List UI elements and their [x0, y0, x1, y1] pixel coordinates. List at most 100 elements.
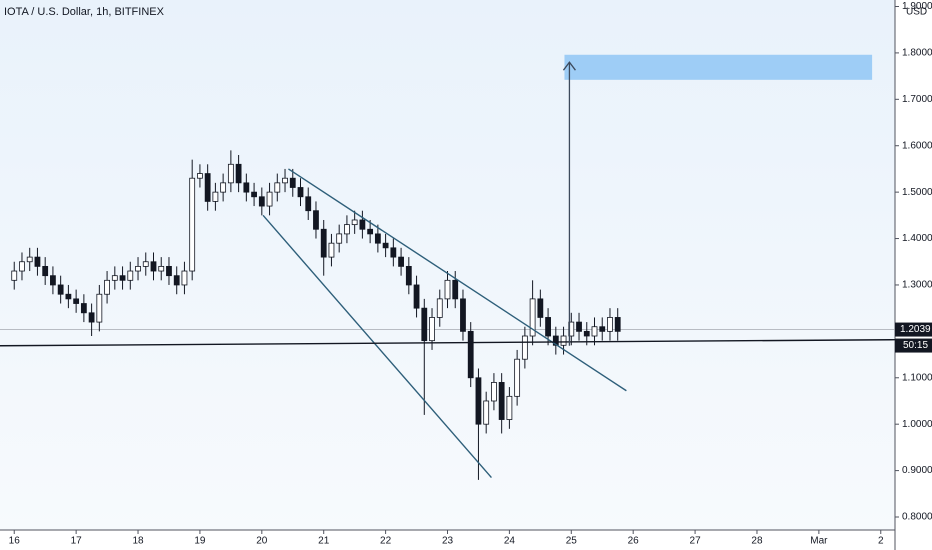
candle-body	[374, 233, 381, 244]
candle-body	[189, 177, 196, 272]
candle-body	[382, 242, 389, 249]
candle-body	[405, 265, 412, 286]
x-tick-label: 18	[132, 536, 144, 547]
candle-body	[34, 256, 41, 267]
candle-body	[88, 312, 95, 323]
x-tick-label: 20	[256, 536, 268, 547]
candle-body	[475, 377, 482, 425]
candle-body	[96, 293, 103, 323]
arrow-head	[562, 61, 576, 71]
candle-body	[599, 326, 606, 332]
candle-body	[243, 182, 250, 193]
candle-body	[297, 187, 304, 198]
candle-body	[111, 275, 118, 281]
x-tick-label: 27	[690, 536, 702, 547]
candle-body	[506, 395, 513, 420]
candle-body	[320, 228, 327, 258]
candle-body	[614, 317, 621, 332]
candle-body	[220, 182, 227, 193]
target-zone	[564, 54, 873, 80]
candle-body	[413, 284, 420, 309]
y-tick-label: 1.4000	[902, 233, 932, 244]
candle-body	[50, 275, 56, 286]
chart-title: IOTA / U.S. Dollar, 1h, BITFINEX	[4, 6, 165, 18]
candle-body	[498, 382, 505, 420]
candle-body	[212, 191, 219, 202]
x-tick-label: 2	[878, 536, 884, 547]
plot-background	[0, 0, 895, 530]
y-tick-label: 1.5000	[902, 187, 932, 198]
candle-body	[266, 191, 273, 207]
y-tick-label: 1.8000	[902, 48, 932, 59]
x-tick-label: 24	[504, 536, 516, 547]
candle-body	[251, 191, 257, 198]
countdown-box	[895, 338, 932, 353]
candle-body	[421, 307, 428, 342]
price-axis	[895, 0, 932, 550]
y-tick-label: 0.8000	[902, 512, 932, 523]
y-tick-label: 1.1000	[902, 372, 932, 383]
x-tick-label: 19	[194, 536, 206, 547]
candle-body	[344, 224, 350, 235]
candle-body	[545, 317, 551, 337]
x-tick-label: 28	[751, 536, 763, 547]
candle-body	[367, 228, 374, 235]
candle-body	[305, 196, 312, 212]
x-tick-label: 21	[318, 536, 330, 547]
time-axis	[0, 530, 895, 550]
x-tick-label: 25	[566, 536, 578, 547]
candle-body	[467, 330, 474, 379]
candle-body	[142, 261, 149, 267]
candle-body	[607, 317, 613, 332]
x-tick-label: 26	[628, 536, 640, 547]
y-tick-label: 0.9000	[902, 465, 932, 476]
candle-body	[258, 196, 265, 207]
candle-body	[204, 173, 211, 202]
x-tick-label: 17	[71, 536, 83, 547]
candle-body	[398, 256, 404, 267]
candle-body	[19, 261, 25, 272]
candle-body	[166, 265, 172, 277]
candle-body	[73, 298, 80, 304]
candle-body	[351, 219, 358, 226]
candle-body	[127, 270, 134, 281]
candle-body	[158, 265, 165, 272]
x-tick-label: Mar	[810, 536, 828, 547]
candle-body	[235, 163, 242, 184]
candle-body	[227, 163, 234, 184]
candle-body	[436, 298, 443, 318]
candle-body	[444, 279, 451, 300]
candle-body	[583, 330, 590, 337]
trendline	[288, 168, 627, 392]
candle-body	[57, 284, 64, 295]
candle-body	[429, 317, 435, 342]
candle-body	[11, 270, 18, 281]
candle-body	[197, 173, 203, 179]
trendline	[262, 214, 492, 479]
candle-body	[452, 279, 459, 300]
candle-body	[65, 293, 72, 300]
x-tick-label: 16	[9, 536, 21, 547]
x-tick-label: 22	[380, 536, 392, 547]
y-tick-label: 1.7000	[902, 94, 932, 105]
candle-body	[289, 177, 296, 188]
candle-body	[336, 233, 343, 244]
candle-body	[26, 256, 33, 263]
y-tick-label: 1.3000	[902, 280, 932, 291]
candle-body	[150, 261, 157, 272]
candle-body	[390, 247, 397, 258]
y-tick-label: 1.9000	[902, 1, 932, 12]
candle-body	[282, 177, 288, 184]
candle-body	[591, 326, 598, 337]
candle-body	[274, 182, 281, 193]
y-tick-label: 1.6000	[902, 140, 932, 151]
y-tick-label: 1.0000	[902, 419, 932, 430]
candle-body	[181, 270, 188, 286]
candle-body	[529, 298, 536, 337]
candle-body	[119, 275, 126, 281]
candle-body	[328, 242, 335, 258]
candle-body	[576, 321, 582, 332]
trendline	[0, 339, 896, 347]
candle-body	[483, 400, 490, 425]
